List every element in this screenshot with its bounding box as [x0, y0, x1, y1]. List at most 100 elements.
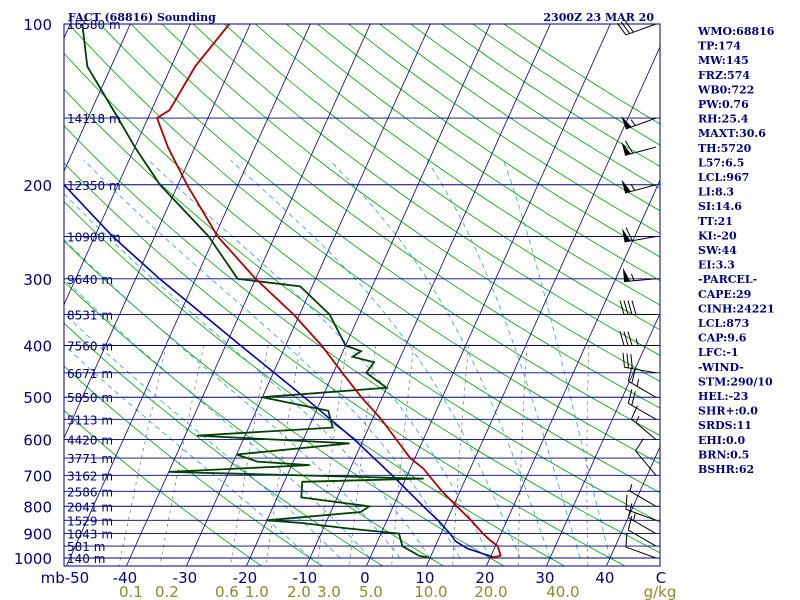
mixing-ratio-line [452, 345, 469, 566]
temperature-tick-label: 0 [360, 569, 370, 587]
index-value: RH:25.4 [698, 113, 749, 126]
dry-adiabat [347, 24, 660, 235]
mixing-ratio-line [118, 345, 167, 566]
dry-adiabat [472, 24, 660, 146]
height-label: 9640 m [67, 273, 113, 287]
temperature-tick-label: -40 [113, 569, 138, 587]
wind-barb [621, 179, 657, 194]
dry-adiabat [99, 24, 660, 436]
temperature-tick-label: 10 [415, 569, 434, 587]
index-value: KI:-20 [698, 229, 737, 242]
dry-adiabat [64, 280, 445, 566]
temperature-trace [155, 24, 502, 559]
height-label: 6671 m [67, 367, 113, 381]
wind-barb [622, 352, 657, 374]
height-label: 1529 m [67, 514, 113, 528]
temperature-tick-label: -10 [293, 569, 318, 587]
isotherm [425, 45, 660, 566]
mixing-ratio-line [586, 345, 590, 566]
dry-adiabat [64, 125, 660, 554]
index-value: LCL:967 [698, 171, 749, 184]
isotherm [545, 312, 660, 566]
dry-adiabat [379, 24, 660, 212]
mixing-ratio-label: 5.0 [359, 583, 383, 600]
moist-adiabat [503, 160, 611, 559]
moist-adiabat [230, 160, 521, 559]
parcel-trace [64, 183, 497, 559]
isotherm [605, 445, 660, 566]
mixing-ratio-line [265, 345, 301, 566]
height-label: 140 m [67, 552, 105, 566]
dry-adiabat [64, 409, 263, 566]
index-value: LFC:-1 [698, 346, 739, 359]
index-value: -PARCEL- [698, 273, 757, 286]
height-label: 5850 m [67, 391, 113, 405]
sounding-time: 2300Z 23 MAR 20 [543, 11, 654, 24]
dry-adiabat [285, 24, 660, 282]
wind-barb [625, 532, 657, 559]
dry-adiabat [64, 162, 626, 566]
moist-adiabat [64, 278, 371, 559]
dry-adiabat [64, 365, 323, 566]
index-value: HEL:-23 [698, 390, 748, 403]
mixing-ratio-label: 40.0 [546, 583, 579, 600]
sounding-profiles [64, 24, 502, 559]
index-value: TP:174 [698, 40, 741, 53]
index-value: EHI:0.0 [698, 434, 745, 447]
index-value: WMO:68816 [697, 25, 775, 38]
moist-adiabat [329, 160, 551, 559]
index-value: SHR+:0.0 [698, 405, 758, 418]
moist-adiabat [148, 160, 491, 559]
index-value: TT:21 [698, 215, 733, 228]
dry-adiabat [410, 24, 660, 189]
pressure-tick-label: 1000 [14, 550, 52, 568]
dry-adiabat [130, 24, 660, 409]
moist-adiabat [83, 160, 461, 559]
mixing-ratio-label: 0.1 [119, 583, 143, 600]
pressure-tick-label: 900 [23, 526, 52, 544]
mixing-ratio-line [159, 345, 204, 566]
height-label: 3162 m [67, 469, 113, 483]
isotherm [365, 24, 611, 566]
index-value: BRN:0.5 [698, 448, 749, 461]
index-value: SRDS:11 [698, 419, 752, 432]
isotherm [125, 24, 371, 566]
index-value: LCL:873 [698, 317, 749, 330]
mixing-ratio-label: 0.6 [215, 583, 239, 600]
isotherm [64, 24, 251, 439]
mixing-ratio-label: 3.0 [317, 583, 341, 600]
pressure-tick-label: 100 [23, 16, 52, 34]
temperature-tick-label: -20 [233, 569, 258, 587]
dry-adiabat [503, 24, 660, 125]
index-value: WB0:722 [697, 83, 754, 96]
mixing-ratio-line [349, 345, 377, 566]
mixing-ratio-label: 0.2 [155, 583, 179, 600]
index-value: CINH:24221 [698, 302, 775, 315]
height-label: 16580 m [67, 18, 121, 32]
isotherm [64, 24, 131, 173]
height-label: 7560 m [67, 340, 113, 354]
pressure-tick-label: 500 [23, 389, 52, 407]
isotherm [185, 24, 431, 566]
wind-barb [619, 300, 656, 316]
mixing-ratio-line [317, 345, 348, 566]
wind-barb [621, 115, 657, 130]
temperature-tick-label: 30 [535, 569, 554, 587]
moist-adiabat [426, 160, 581, 559]
dry-adiabat [316, 24, 660, 258]
index-value: L57:6.5 [698, 156, 744, 169]
dry-adiabat [68, 24, 660, 465]
index-value: EI:3.3 [698, 259, 735, 272]
pressure-tick-label: 800 [23, 498, 52, 516]
wind-barb [616, 20, 657, 36]
wind-barb [635, 438, 657, 476]
isotherm [64, 24, 191, 306]
index-value: CAP:9.6 [698, 332, 747, 345]
height-label: 14118 m [67, 112, 121, 126]
height-label: 12350 m [67, 179, 121, 193]
wind-barb [619, 331, 656, 347]
index-value: BSHR:62 [698, 463, 754, 476]
